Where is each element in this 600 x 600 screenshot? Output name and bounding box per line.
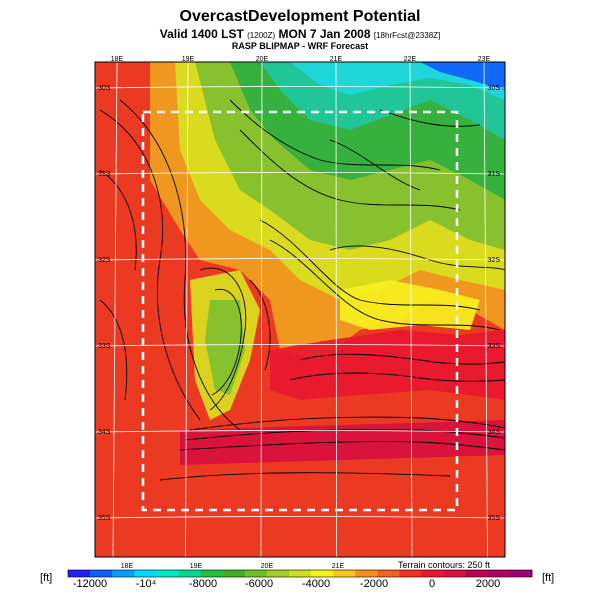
terrain-contour	[159, 472, 451, 481]
map-title: OvercastDevelopment Potential	[179, 8, 421, 25]
map-frame	[94, 61, 506, 558]
top-longitude-label: 20E	[256, 56, 269, 63]
colorbar-swatch	[355, 570, 378, 577]
map-valid-time: Valid 1400 LST (1200Z) MON 7 Jan 2008 [1…	[0, 27, 600, 41]
colorbar-unit-right: [ft]	[542, 572, 555, 584]
grid-labels: 18E 19E 20E 21E 22E 23E 30S 31S 32S 33S 34S 35S 30S 3…	[98, 56, 500, 522]
colorbar-swatch	[222, 570, 246, 577]
right-latitude-label: 30S	[488, 85, 501, 92]
terrain-contour	[229, 99, 441, 171]
latitude-line	[94, 430, 506, 433]
terrain-contour	[99, 299, 128, 401]
terrain-contour	[239, 129, 461, 211]
colorbar-swatch	[311, 570, 334, 577]
top-longitude-label: 19E	[182, 56, 195, 63]
colorbar-swatch	[377, 570, 400, 577]
bottom-longitude-label: 18E	[120, 563, 134, 570]
terrain-contour	[379, 109, 481, 127]
colorbar-label: 0	[428, 578, 436, 590]
longitude-line	[409, 61, 413, 558]
date-label: MON 7 Jan 2008	[278, 27, 371, 41]
colorbar-swatch	[244, 570, 268, 577]
terrain-contour	[189, 416, 506, 431]
right-latitude-label: 33S	[488, 343, 501, 350]
colorbar-swatch	[112, 570, 135, 577]
top-longitude-label: 22E	[404, 56, 417, 63]
bottom-longitude-label: 19E	[189, 563, 203, 570]
field-region	[270, 330, 505, 400]
right-latitude-label: 32S	[488, 257, 501, 264]
top-longitude-label: 18E	[111, 56, 124, 63]
lat-lon-grid	[94, 61, 506, 558]
utc-time-label: (1200Z)	[247, 31, 276, 40]
terrain-contour	[99, 109, 201, 421]
longitude-line	[483, 61, 488, 558]
inner-domain-box	[141, 110, 459, 512]
terrain-contour	[199, 267, 247, 411]
colorbar-swatch	[399, 570, 422, 577]
colorbar-swatch	[333, 570, 356, 577]
terrain-contour	[249, 279, 271, 371]
colorbar-swatch	[200, 570, 223, 577]
left-latitude-label: 30S	[98, 85, 111, 92]
colorbar-swatch	[465, 570, 489, 577]
latitude-line	[94, 344, 506, 347]
terrain-contour	[289, 372, 506, 382]
longitude-line	[260, 61, 263, 558]
colorbar-label: -12000	[72, 578, 108, 590]
colorbar-swatch	[509, 570, 533, 577]
colorbar-unit-left: [ft]	[40, 572, 53, 584]
terrain-contour	[269, 239, 501, 331]
left-latitude-label: 35S	[98, 515, 111, 522]
terrain-contour-note: Terrain contours: 250 ft	[398, 560, 491, 570]
latitude-line	[94, 86, 506, 89]
colorbar-swatch	[487, 570, 511, 577]
longitude-line	[335, 61, 337, 558]
terrain-contour	[184, 429, 506, 441]
colorbar-label: -6000	[244, 578, 274, 590]
longitude-line	[185, 61, 189, 558]
colorbar-swatch	[68, 570, 91, 577]
forecast-source: RASP BLIPMAP - WRF Forecast	[231, 41, 369, 51]
bottom-longitude-label: 21E	[331, 563, 345, 570]
valid-time-label: Valid 1400 LST	[159, 27, 244, 41]
longitude-line	[112, 61, 118, 558]
terrain-contour	[179, 441, 506, 451]
colorbar-swatch	[443, 570, 467, 577]
top-longitude-label: 23E	[478, 56, 491, 63]
colorbar-label: -10⁴	[135, 578, 157, 590]
right-latitude-label: 35S	[488, 515, 501, 522]
latitude-line	[94, 258, 506, 261]
colorbar-label: -4000	[301, 578, 331, 590]
right-latitude-label: 31S	[488, 171, 501, 178]
colorbar	[67, 569, 533, 578]
colorbar-swatch	[156, 570, 179, 577]
colorbar-swatch	[90, 570, 113, 577]
latitude-line	[94, 516, 506, 519]
top-longitude-label: 21E	[330, 56, 343, 63]
bottom-longitude-label: 20E	[260, 563, 274, 570]
right-latitude-label: 34S	[488, 429, 501, 436]
latitude-line	[94, 172, 506, 175]
terrain-contour	[119, 99, 241, 431]
colorbar-swatch	[266, 570, 290, 577]
left-latitude-label: 32S	[98, 257, 111, 264]
colorbar-label: 2000	[475, 578, 501, 590]
colorbar-label: -8000	[188, 578, 218, 590]
left-latitude-label: 33S	[98, 343, 111, 350]
colorbar-label: -2000	[359, 578, 389, 590]
colorbar-swatch	[288, 570, 312, 577]
terrain-contour	[259, 219, 481, 311]
forecast-time-label: [18hrFcst@2338Z]	[373, 31, 441, 40]
colorbar-frame	[67, 569, 533, 578]
left-latitude-label: 31S	[98, 171, 111, 178]
terrain-contour	[299, 353, 506, 365]
left-latitude-label: 34S	[98, 429, 111, 436]
colorbar-swatch	[134, 570, 157, 577]
colorbar-swatch	[178, 570, 201, 577]
terrain-contour	[99, 169, 137, 271]
overcast-field	[150, 62, 505, 465]
colorbar-swatch	[421, 570, 444, 577]
